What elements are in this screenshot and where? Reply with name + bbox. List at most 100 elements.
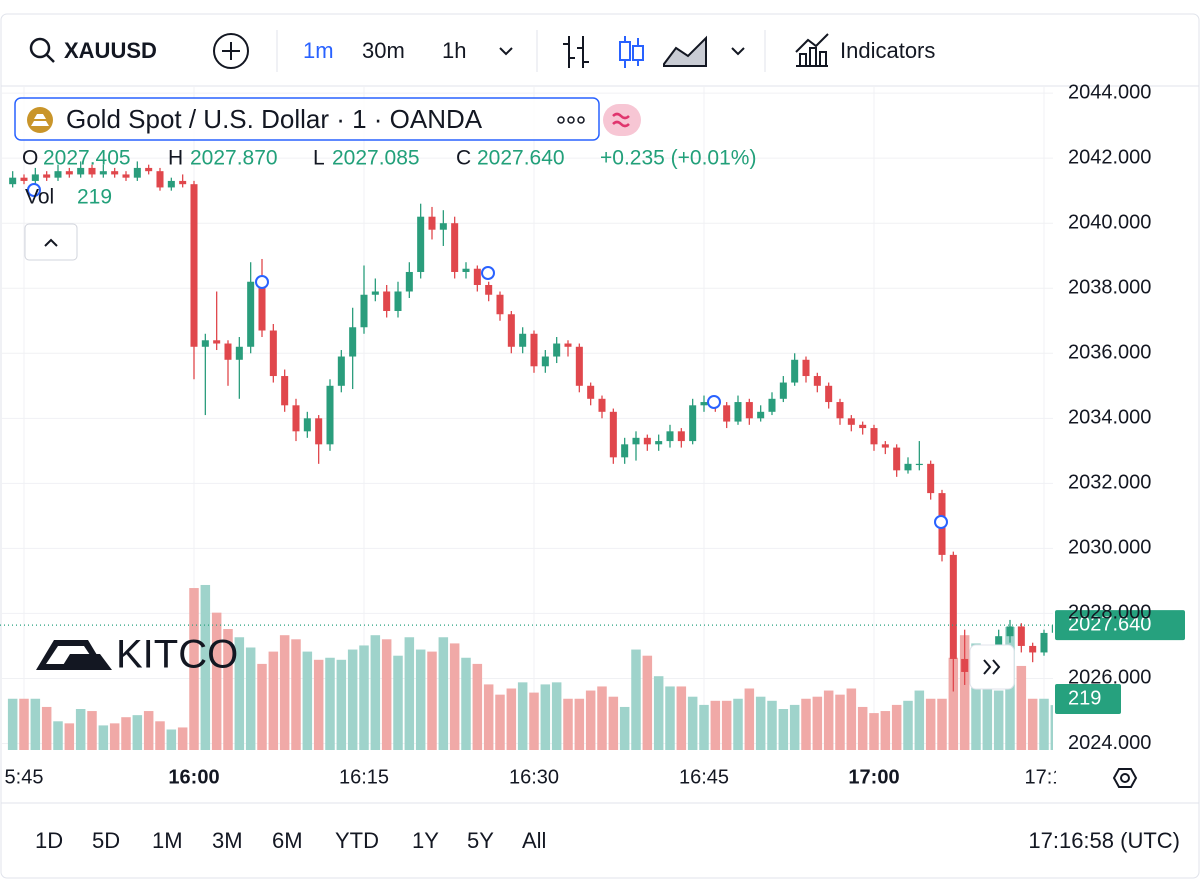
candle-body [745, 402, 753, 419]
volume-bar [483, 684, 494, 750]
candle-body [213, 340, 221, 344]
range-button[interactable]: 5D [92, 828, 120, 853]
volume-bar [109, 723, 120, 750]
volume-bar [1027, 698, 1038, 750]
volume-bar [30, 698, 41, 750]
candle-body [689, 405, 697, 442]
y-tick-label: 2030.000 [1068, 537, 1151, 559]
range-button[interactable]: 1Y [412, 828, 439, 853]
event-marker[interactable] [255, 275, 269, 289]
volume-bar [778, 709, 789, 750]
candle-body [575, 346, 583, 386]
volume-bar [347, 649, 358, 750]
volume-bar [404, 637, 415, 750]
collapse-button[interactable] [24, 223, 78, 261]
volume-bar [721, 700, 732, 750]
range-button[interactable]: 1M [152, 828, 183, 853]
range-button[interactable]: 5Y [467, 828, 494, 853]
candle-body [167, 180, 175, 188]
logo-text: KITCO [116, 633, 238, 677]
volume-bar [1016, 665, 1027, 750]
volume-bar [699, 704, 709, 750]
candle-body [870, 428, 878, 445]
add-symbol-icon [222, 42, 240, 60]
candle-body [621, 444, 629, 458]
compare-icon [612, 112, 630, 128]
candle-body [609, 411, 617, 458]
volume-bar [53, 721, 63, 750]
candle-body [337, 356, 345, 386]
volume-bar [846, 688, 857, 750]
candle-body [77, 167, 85, 175]
volume-bar [75, 709, 86, 750]
candle-body [836, 402, 844, 419]
volume-bar [733, 698, 743, 750]
indicators-icon[interactable] [795, 33, 829, 67]
indicators-button[interactable]: Indicators [840, 38, 935, 63]
volume-bar [608, 696, 619, 750]
series [0, 161, 1053, 750]
candle-body [859, 424, 867, 429]
candle-body [632, 437, 640, 445]
compare-button[interactable] [603, 104, 641, 136]
ohlc-value: 2027.640 [477, 147, 565, 170]
logo-mark [60, 654, 112, 670]
candle-body [791, 359, 799, 383]
range-button[interactable]: YTD [335, 828, 379, 853]
range-button[interactable]: All [522, 828, 546, 853]
range-button[interactable]: 1D [35, 828, 63, 853]
bars-style[interactable] [563, 36, 589, 68]
candle-body [1006, 626, 1014, 637]
search-icon[interactable] [29, 37, 51, 59]
volume-bar [982, 659, 993, 750]
area-style[interactable] [663, 35, 707, 67]
style-dropdown[interactable] [731, 47, 745, 56]
candle-body [1040, 632, 1048, 653]
range-button[interactable]: 6M [272, 828, 303, 853]
volume-bar [166, 729, 177, 750]
settings-button[interactable] [1112, 768, 1138, 788]
candle-body [485, 284, 493, 295]
interval-button[interactable]: 30m [362, 38, 405, 63]
x-tick-label: 17:1 [1025, 766, 1064, 788]
candle-body [303, 418, 311, 432]
volume-bar [959, 635, 970, 750]
add-symbol[interactable] [213, 33, 249, 69]
volume-bar [835, 694, 845, 750]
volume-bar [121, 717, 131, 750]
candle-body [156, 171, 164, 188]
candle-body [768, 398, 776, 412]
volume-bar [19, 698, 29, 750]
candle-body [122, 174, 130, 178]
symbol-icon [27, 107, 53, 133]
interval-dropdown[interactable] [499, 47, 513, 56]
event-marker[interactable] [27, 183, 41, 197]
symbol[interactable]: XAUUSD [64, 38, 157, 63]
volume-bar [574, 698, 585, 750]
interval-button[interactable]: 1m [303, 38, 334, 63]
range-button[interactable]: 3M [212, 828, 243, 853]
volume-bar [665, 686, 675, 750]
volume-bar [381, 639, 392, 750]
scroll-to-realtime[interactable] [969, 644, 1015, 690]
candle-body [757, 411, 765, 419]
volume-bar [551, 682, 562, 750]
candle-body [915, 463, 923, 466]
candle-body [677, 431, 685, 442]
event-marker[interactable] [481, 266, 495, 280]
event-marker[interactable] [934, 515, 948, 529]
volume-bar [631, 649, 641, 750]
legend-box[interactable] [14, 97, 600, 141]
time-axis: 5:45 16:00 16:15 16:30 16:45 17:00 17:1 [5, 766, 1064, 788]
volume-bar [313, 659, 324, 750]
settings-icon [1120, 773, 1130, 783]
candle-body [224, 343, 232, 360]
more-icon[interactable] [557, 116, 565, 124]
candle-body [111, 171, 119, 175]
event-marker[interactable] [707, 395, 721, 409]
volume-bar [529, 692, 539, 750]
interval-button[interactable]: 1h [442, 38, 466, 63]
candle-body [802, 359, 810, 377]
candle-body [65, 171, 73, 175]
